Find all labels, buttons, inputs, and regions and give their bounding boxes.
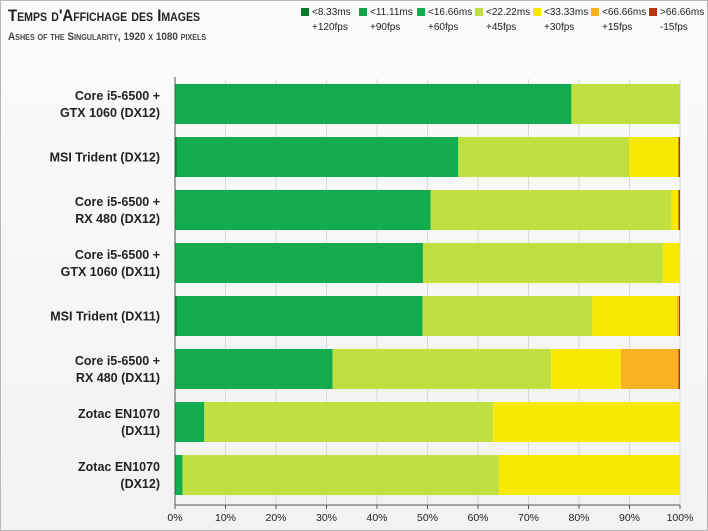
legend-fps-label: -15fps: [660, 22, 688, 33]
category-label: (DX11): [121, 424, 160, 438]
legend: <8.33ms +120fps <11.11ms +90fps <16.66ms +60f…: [301, 4, 705, 40]
x-tick-label: 10%: [215, 512, 236, 524]
bar-segment: [332, 349, 552, 389]
bar-segment: [493, 402, 680, 442]
category-label: RX 480 (DX11): [76, 371, 160, 385]
bar-segment: [177, 137, 459, 177]
legend-swatch: [533, 8, 541, 16]
bar-segment: [676, 296, 679, 336]
bar-segment: [678, 190, 680, 230]
legend-fps-label: +90fps: [370, 22, 401, 33]
category-label: Core i5-6500 +: [75, 354, 160, 368]
x-tick-label: 100%: [667, 512, 694, 524]
bar-segment: [182, 455, 499, 495]
legend-item: >66.66ms -15fps: [649, 4, 707, 33]
category-label: RX 480 (DX12): [75, 212, 160, 226]
legend-item: <11.11ms +90fps: [359, 4, 417, 33]
bar-segment: [592, 296, 677, 336]
legend-fps-label: +30fps: [544, 22, 575, 33]
chart-title: Temps d'Affichage des Images: [8, 6, 201, 25]
bar-segment: [678, 137, 680, 177]
x-tick-label: 20%: [265, 512, 286, 524]
legend-label: <11.11ms: [370, 6, 413, 18]
bar-segment: [175, 190, 431, 230]
bar-segment: [678, 349, 680, 389]
category-label: (DX12): [120, 477, 160, 491]
category-label: GTX 1060 (DX11): [61, 265, 160, 279]
bar-segment: [678, 296, 680, 336]
x-tick-label: 90%: [619, 512, 640, 524]
x-tick-label: 80%: [568, 512, 589, 524]
bar-segment: [571, 84, 680, 124]
bar-segment: [175, 455, 183, 495]
category-label: Core i5-6500 +: [75, 248, 160, 262]
category-label: MSI Trident (DX11): [50, 310, 160, 324]
legend-item: <16.66ms +60fps: [417, 4, 475, 33]
legend-item: <66.66ms +15fps: [591, 4, 649, 33]
category-label: Core i5-6500 +: [75, 195, 160, 209]
bar-segment: [204, 402, 494, 442]
bar-segment: [422, 296, 593, 336]
chart-subtitle: Ashes of the Singularity, 1920 x 1080 pi…: [8, 31, 207, 43]
bar-segment: [175, 296, 177, 336]
x-tick-label: 60%: [467, 512, 488, 524]
bar-segment: [175, 349, 333, 389]
category-label: Zotac EN1070: [78, 460, 160, 474]
category-label: Core i5-6500 +: [75, 89, 160, 103]
legend-label: <16.66ms: [428, 6, 473, 18]
legend-fps-label: +45fps: [486, 22, 517, 33]
legend-swatch: [475, 8, 483, 16]
legend-swatch: [649, 8, 657, 16]
legend-fps-label: +60fps: [428, 22, 459, 33]
bar-segment: [177, 296, 423, 336]
bar-segment: [175, 243, 423, 283]
bar-segment: [498, 455, 680, 495]
bar-segment: [620, 349, 679, 389]
legend-item: <33.33ms +30fps: [533, 4, 591, 33]
bar-segment: [176, 137, 178, 177]
legend-swatch: [417, 8, 425, 16]
legend-label: <22.22ms: [486, 6, 531, 18]
bar-segment: [551, 349, 621, 389]
bar-segment: [176, 296, 178, 336]
bar-segment: [662, 243, 680, 283]
legend-item: <8.33ms +120fps: [301, 4, 359, 33]
bar-segment: [628, 137, 679, 177]
bar-segment: [430, 190, 672, 230]
legend-fps-label: +15fps: [602, 22, 633, 33]
legend-fps-label: +120fps: [312, 22, 348, 33]
x-tick-label: 50%: [417, 512, 438, 524]
category-label: MSI Trident (DX12): [50, 151, 160, 165]
x-tick-label: 40%: [366, 512, 387, 524]
bar-segment: [458, 137, 629, 177]
x-tick-label: 70%: [518, 512, 539, 524]
bar-segment: [175, 402, 205, 442]
legend-swatch: [591, 8, 599, 16]
legend-label: <66.66ms: [602, 6, 647, 18]
legend-item: <22.22ms +45fps: [475, 4, 533, 33]
bar-segment: [175, 84, 572, 124]
x-tick-label: 30%: [316, 512, 337, 524]
legend-label: >66.66ms: [660, 6, 705, 18]
x-tick-label: 0%: [167, 512, 182, 524]
bar-segment: [175, 137, 177, 177]
legend-swatch: [301, 8, 309, 16]
legend-label: <33.33ms: [544, 6, 589, 18]
category-label: Zotac EN1070: [78, 407, 160, 421]
bar-segment: [422, 243, 663, 283]
bar-segment: [671, 190, 679, 230]
category-label: GTX 1060 (DX12): [60, 106, 160, 120]
legend-swatch: [359, 8, 367, 16]
legend-label: <8.33ms: [312, 6, 351, 18]
